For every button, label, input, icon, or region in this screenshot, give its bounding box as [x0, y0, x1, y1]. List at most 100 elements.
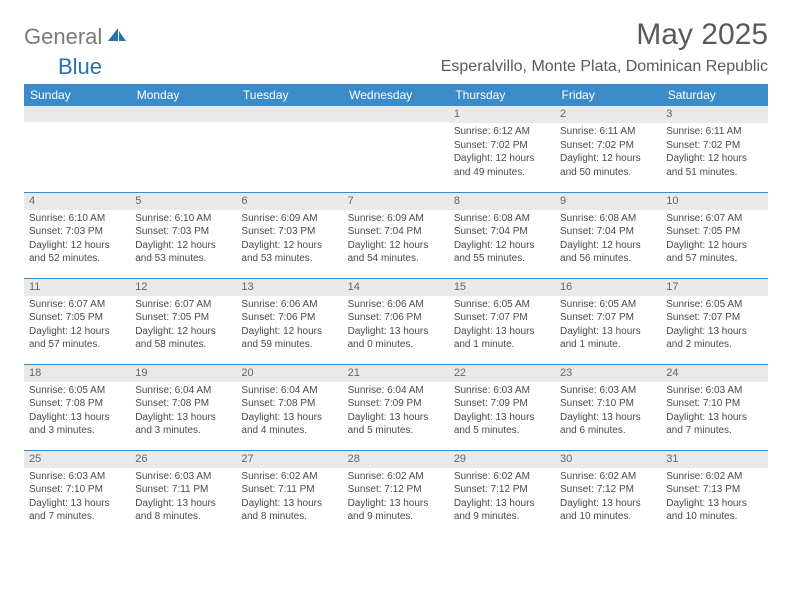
- daylight-text: Daylight: 13 hours and 3 minutes.: [135, 411, 231, 438]
- day-number: 6: [236, 193, 342, 210]
- calendar-cell: 25Sunrise: 6:03 AMSunset: 7:10 PMDayligh…: [24, 450, 130, 536]
- daylight-text: Daylight: 13 hours and 1 minute.: [454, 325, 550, 352]
- calendar-cell: 7Sunrise: 6:09 AMSunset: 7:04 PMDaylight…: [343, 192, 449, 278]
- day-details: Sunrise: 6:03 AMSunset: 7:10 PMDaylight:…: [661, 382, 767, 442]
- daylight-text: Daylight: 12 hours and 54 minutes.: [348, 239, 444, 266]
- weekday-header: Thursday: [449, 84, 555, 106]
- day-number: 28: [343, 451, 449, 468]
- sunset-text: Sunset: 7:04 PM: [560, 225, 656, 239]
- sunset-text: Sunset: 7:11 PM: [241, 483, 337, 497]
- sunrise-text: Sunrise: 6:05 AM: [560, 298, 656, 312]
- sunrise-text: Sunrise: 6:11 AM: [560, 125, 656, 139]
- daylight-text: Daylight: 13 hours and 3 minutes.: [29, 411, 125, 438]
- sunset-text: Sunset: 7:08 PM: [135, 397, 231, 411]
- sunrise-text: Sunrise: 6:11 AM: [666, 125, 762, 139]
- day-details: Sunrise: 6:07 AMSunset: 7:05 PMDaylight:…: [24, 296, 130, 356]
- daylight-text: Daylight: 13 hours and 7 minutes.: [666, 411, 762, 438]
- daylight-text: Daylight: 13 hours and 10 minutes.: [560, 497, 656, 524]
- sunset-text: Sunset: 7:10 PM: [560, 397, 656, 411]
- daylight-text: Daylight: 13 hours and 6 minutes.: [560, 411, 656, 438]
- day-details: Sunrise: 6:09 AMSunset: 7:04 PMDaylight:…: [343, 210, 449, 270]
- day-details: Sunrise: 6:08 AMSunset: 7:04 PMDaylight:…: [449, 210, 555, 270]
- calendar-cell: 2Sunrise: 6:11 AMSunset: 7:02 PMDaylight…: [555, 106, 661, 192]
- day-details: Sunrise: 6:11 AMSunset: 7:02 PMDaylight:…: [555, 123, 661, 183]
- sunrise-text: Sunrise: 6:07 AM: [29, 298, 125, 312]
- calendar-cell: 20Sunrise: 6:04 AMSunset: 7:08 PMDayligh…: [236, 364, 342, 450]
- calendar-cell: 8Sunrise: 6:08 AMSunset: 7:04 PMDaylight…: [449, 192, 555, 278]
- sunset-text: Sunset: 7:05 PM: [29, 311, 125, 325]
- sunrise-text: Sunrise: 6:02 AM: [560, 470, 656, 484]
- sunset-text: Sunset: 7:03 PM: [29, 225, 125, 239]
- daylight-text: Daylight: 12 hours and 53 minutes.: [241, 239, 337, 266]
- sunrise-text: Sunrise: 6:02 AM: [666, 470, 762, 484]
- sunset-text: Sunset: 7:08 PM: [29, 397, 125, 411]
- day-details: Sunrise: 6:02 AMSunset: 7:11 PMDaylight:…: [236, 468, 342, 528]
- sunset-text: Sunset: 7:05 PM: [135, 311, 231, 325]
- weekday-header: Monday: [130, 84, 236, 106]
- calendar-week: 18Sunrise: 6:05 AMSunset: 7:08 PMDayligh…: [24, 364, 768, 450]
- daylight-text: Daylight: 13 hours and 8 minutes.: [241, 497, 337, 524]
- day-details: Sunrise: 6:11 AMSunset: 7:02 PMDaylight:…: [661, 123, 767, 183]
- sunset-text: Sunset: 7:11 PM: [135, 483, 231, 497]
- daylight-text: Daylight: 13 hours and 4 minutes.: [241, 411, 337, 438]
- daylight-text: Daylight: 12 hours and 59 minutes.: [241, 325, 337, 352]
- day-number: 13: [236, 279, 342, 296]
- day-details: Sunrise: 6:04 AMSunset: 7:08 PMDaylight:…: [236, 382, 342, 442]
- daylight-text: Daylight: 13 hours and 9 minutes.: [348, 497, 444, 524]
- calendar-cell: 11Sunrise: 6:07 AMSunset: 7:05 PMDayligh…: [24, 278, 130, 364]
- day-number: 25: [24, 451, 130, 468]
- daylight-text: Daylight: 12 hours and 56 minutes.: [560, 239, 656, 266]
- day-details: Sunrise: 6:06 AMSunset: 7:06 PMDaylight:…: [236, 296, 342, 356]
- calendar-cell: 29Sunrise: 6:02 AMSunset: 7:12 PMDayligh…: [449, 450, 555, 536]
- brand-blue: Blue: [58, 54, 102, 80]
- daylight-text: Daylight: 12 hours and 49 minutes.: [454, 152, 550, 179]
- day-number: 29: [449, 451, 555, 468]
- day-number: 17: [661, 279, 767, 296]
- day-number: 22: [449, 365, 555, 382]
- day-number: 18: [24, 365, 130, 382]
- sunrise-text: Sunrise: 6:04 AM: [241, 384, 337, 398]
- sunrise-text: Sunrise: 6:03 AM: [29, 470, 125, 484]
- brand-sail-icon: [106, 26, 128, 49]
- day-details: Sunrise: 6:07 AMSunset: 7:05 PMDaylight:…: [661, 210, 767, 270]
- daylight-text: Daylight: 12 hours and 55 minutes.: [454, 239, 550, 266]
- brand-logo: General: [24, 18, 130, 50]
- day-number: 12: [130, 279, 236, 296]
- calendar-body: 1Sunrise: 6:12 AMSunset: 7:02 PMDaylight…: [24, 106, 768, 536]
- sunrise-text: Sunrise: 6:12 AM: [454, 125, 550, 139]
- sunset-text: Sunset: 7:10 PM: [29, 483, 125, 497]
- sunrise-text: Sunrise: 6:08 AM: [454, 212, 550, 226]
- calendar-cell: 27Sunrise: 6:02 AMSunset: 7:11 PMDayligh…: [236, 450, 342, 536]
- daylight-text: Daylight: 12 hours and 52 minutes.: [29, 239, 125, 266]
- sunrise-text: Sunrise: 6:05 AM: [29, 384, 125, 398]
- sunrise-text: Sunrise: 6:09 AM: [348, 212, 444, 226]
- sunrise-text: Sunrise: 6:04 AM: [135, 384, 231, 398]
- calendar-cell: 12Sunrise: 6:07 AMSunset: 7:05 PMDayligh…: [130, 278, 236, 364]
- calendar-cell: 30Sunrise: 6:02 AMSunset: 7:12 PMDayligh…: [555, 450, 661, 536]
- calendar-cell: 6Sunrise: 6:09 AMSunset: 7:03 PMDaylight…: [236, 192, 342, 278]
- day-number: 7: [343, 193, 449, 210]
- day-number: 24: [661, 365, 767, 382]
- day-number: 11: [24, 279, 130, 296]
- daylight-text: Daylight: 13 hours and 9 minutes.: [454, 497, 550, 524]
- day-details: Sunrise: 6:08 AMSunset: 7:04 PMDaylight:…: [555, 210, 661, 270]
- daylight-text: Daylight: 13 hours and 1 minute.: [560, 325, 656, 352]
- calendar-cell: 14Sunrise: 6:06 AMSunset: 7:06 PMDayligh…: [343, 278, 449, 364]
- day-details: Sunrise: 6:03 AMSunset: 7:11 PMDaylight:…: [130, 468, 236, 528]
- sunrise-text: Sunrise: 6:02 AM: [348, 470, 444, 484]
- daylight-text: Daylight: 12 hours and 50 minutes.: [560, 152, 656, 179]
- calendar-cell: 5Sunrise: 6:10 AMSunset: 7:03 PMDaylight…: [130, 192, 236, 278]
- sunset-text: Sunset: 7:04 PM: [454, 225, 550, 239]
- daylight-text: Daylight: 13 hours and 7 minutes.: [29, 497, 125, 524]
- day-details: Sunrise: 6:03 AMSunset: 7:10 PMDaylight:…: [24, 468, 130, 528]
- day-number: 14: [343, 279, 449, 296]
- brand-general: General: [24, 24, 102, 50]
- calendar-table: Sunday Monday Tuesday Wednesday Thursday…: [24, 84, 768, 536]
- day-details: Sunrise: 6:09 AMSunset: 7:03 PMDaylight:…: [236, 210, 342, 270]
- day-number: 1: [449, 106, 555, 123]
- calendar-cell: 3Sunrise: 6:11 AMSunset: 7:02 PMDaylight…: [661, 106, 767, 192]
- daylight-text: Daylight: 12 hours and 58 minutes.: [135, 325, 231, 352]
- day-number: 8: [449, 193, 555, 210]
- calendar-week: 1Sunrise: 6:12 AMSunset: 7:02 PMDaylight…: [24, 106, 768, 192]
- day-details: Sunrise: 6:02 AMSunset: 7:12 PMDaylight:…: [555, 468, 661, 528]
